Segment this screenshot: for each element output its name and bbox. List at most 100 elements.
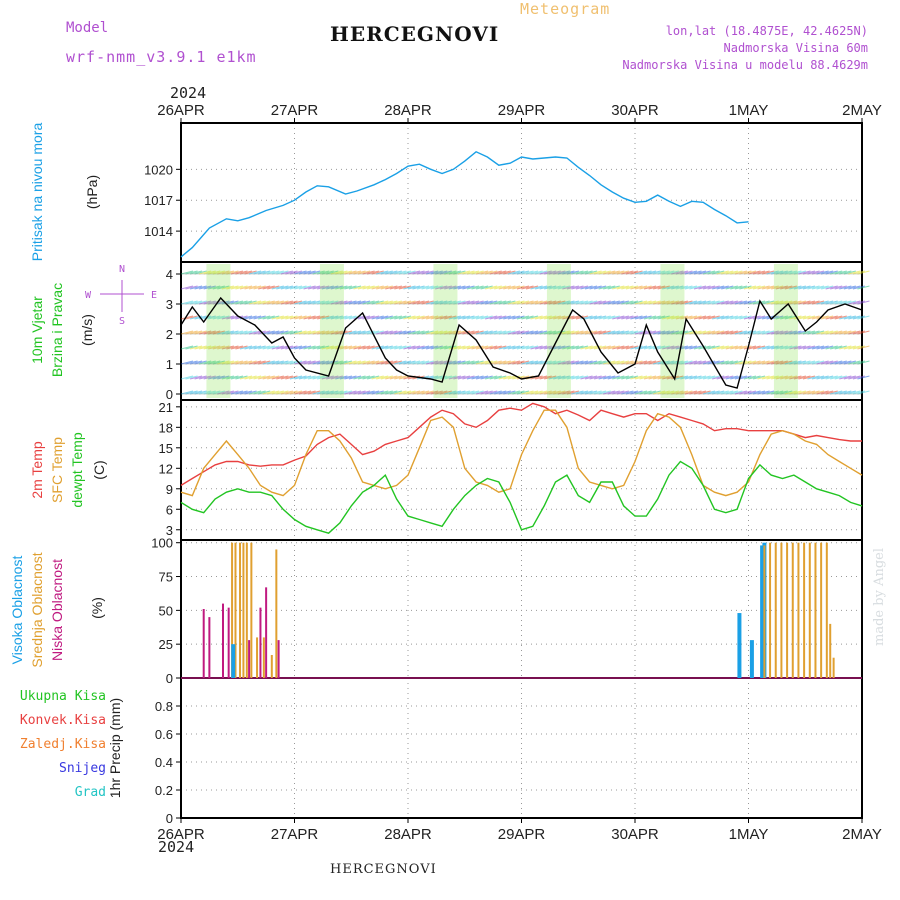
wind-arrow bbox=[253, 285, 266, 290]
x-tick-label-top: 28APR bbox=[384, 102, 432, 119]
wind-arrow bbox=[453, 300, 466, 305]
wind-arrow bbox=[516, 345, 530, 350]
wind-arrow bbox=[634, 390, 648, 395]
wind-arrow bbox=[712, 360, 725, 365]
wind-arrow bbox=[416, 285, 430, 290]
y-tick-label: 75 bbox=[159, 570, 173, 585]
wind-arrow bbox=[743, 375, 757, 380]
wind-arrow bbox=[298, 285, 312, 290]
wind-arrow bbox=[621, 330, 634, 335]
wind-arrow bbox=[707, 375, 720, 380]
wind-arrow bbox=[830, 315, 843, 320]
wind-arrow bbox=[784, 300, 797, 305]
wind-arrow bbox=[180, 390, 194, 395]
wind-arrow bbox=[539, 300, 552, 305]
wind-arrow bbox=[634, 345, 648, 350]
wind-arrow bbox=[639, 270, 652, 275]
wind-arrow bbox=[262, 285, 275, 290]
wind-arrow bbox=[367, 300, 380, 305]
wind-arrow bbox=[367, 375, 380, 380]
wind-arrow bbox=[834, 330, 847, 335]
wind-arrow bbox=[258, 360, 271, 365]
wind-arrow bbox=[475, 345, 489, 350]
wind-arrow bbox=[748, 345, 761, 350]
y-tick-label: 4 bbox=[166, 267, 173, 282]
wind-arrow bbox=[530, 285, 543, 290]
wind-arrow bbox=[321, 330, 334, 335]
wind-arrow bbox=[789, 345, 802, 350]
wind-arrow bbox=[244, 300, 257, 305]
wind-arrow bbox=[725, 360, 738, 365]
wind-arrow bbox=[562, 330, 575, 335]
wind-arrow bbox=[594, 300, 607, 305]
wind-arrow bbox=[630, 375, 643, 380]
wind-arrow bbox=[339, 360, 353, 365]
wind-arrow bbox=[693, 315, 707, 320]
wind-arrow bbox=[516, 330, 530, 335]
wind-arrow bbox=[607, 315, 620, 320]
wind-arrow bbox=[725, 315, 738, 320]
wind-arrow bbox=[821, 345, 834, 350]
wind-arrow bbox=[534, 285, 548, 290]
y-tick-label: 50 bbox=[159, 603, 173, 618]
wind-arrow bbox=[743, 315, 757, 320]
wind-arrow bbox=[480, 390, 493, 395]
wind-arrow bbox=[353, 285, 366, 290]
wind-arrow bbox=[426, 360, 439, 365]
wind-arrow bbox=[394, 390, 407, 395]
wind-arrow bbox=[748, 375, 761, 380]
wind-arrow bbox=[825, 330, 838, 335]
wind-arrow bbox=[280, 375, 294, 380]
wind-arrow bbox=[657, 315, 670, 320]
wind-arrow bbox=[485, 345, 498, 350]
wind-arrow bbox=[761, 375, 775, 380]
wind-arrow bbox=[671, 270, 684, 275]
wind-arrow bbox=[307, 345, 321, 350]
precip-legend-item: Grad bbox=[75, 785, 106, 800]
wind-arrow bbox=[839, 315, 852, 320]
wind-arrow bbox=[498, 300, 511, 305]
wind-arrow bbox=[798, 285, 811, 290]
wind-arrow bbox=[307, 315, 321, 320]
wind-arrow bbox=[180, 285, 194, 290]
wind-arrow bbox=[725, 300, 738, 305]
wind-arrow bbox=[598, 330, 611, 335]
wind-arrow bbox=[494, 285, 507, 290]
wind-arrow bbox=[335, 360, 348, 365]
wind-arrow bbox=[689, 345, 702, 350]
wind-arrow bbox=[389, 345, 402, 350]
wind-arrow bbox=[489, 345, 502, 350]
wind-arrow bbox=[403, 315, 416, 320]
y-tick-label: 100 bbox=[151, 536, 173, 551]
wind-arrow bbox=[289, 270, 303, 275]
wind-arrow bbox=[748, 390, 761, 395]
wind-arrow bbox=[807, 330, 820, 335]
x-tick-label-top: 30APR bbox=[611, 102, 659, 119]
wind-arrow bbox=[289, 345, 303, 350]
wind-arrow bbox=[761, 300, 775, 305]
wind-arrow bbox=[394, 270, 407, 275]
wind-arrow bbox=[784, 375, 797, 380]
cloud-bar bbox=[231, 542, 234, 678]
wind-arrow bbox=[553, 300, 566, 305]
wind-arrow bbox=[230, 285, 244, 290]
wind-arrow bbox=[607, 285, 620, 290]
wind-arrow bbox=[330, 285, 343, 290]
wind-arrow bbox=[389, 300, 402, 305]
wind-arrow bbox=[612, 300, 625, 305]
wind-arrow bbox=[271, 270, 284, 275]
wind-arrow bbox=[494, 315, 507, 320]
wind-arrow bbox=[239, 270, 253, 275]
wind-arrow bbox=[771, 375, 784, 380]
cloud-bar bbox=[763, 545, 766, 678]
wind-arrow bbox=[716, 285, 729, 290]
wind-arrow bbox=[457, 330, 471, 335]
wind-arrow bbox=[657, 375, 670, 380]
wind-arrow bbox=[716, 330, 729, 335]
wind-arrow bbox=[489, 300, 502, 305]
wind-arrow bbox=[457, 360, 471, 365]
wind-arrow bbox=[798, 315, 811, 320]
wind-arrow bbox=[752, 390, 766, 395]
wind-arrow bbox=[594, 360, 607, 365]
wind-arrow bbox=[280, 300, 294, 305]
